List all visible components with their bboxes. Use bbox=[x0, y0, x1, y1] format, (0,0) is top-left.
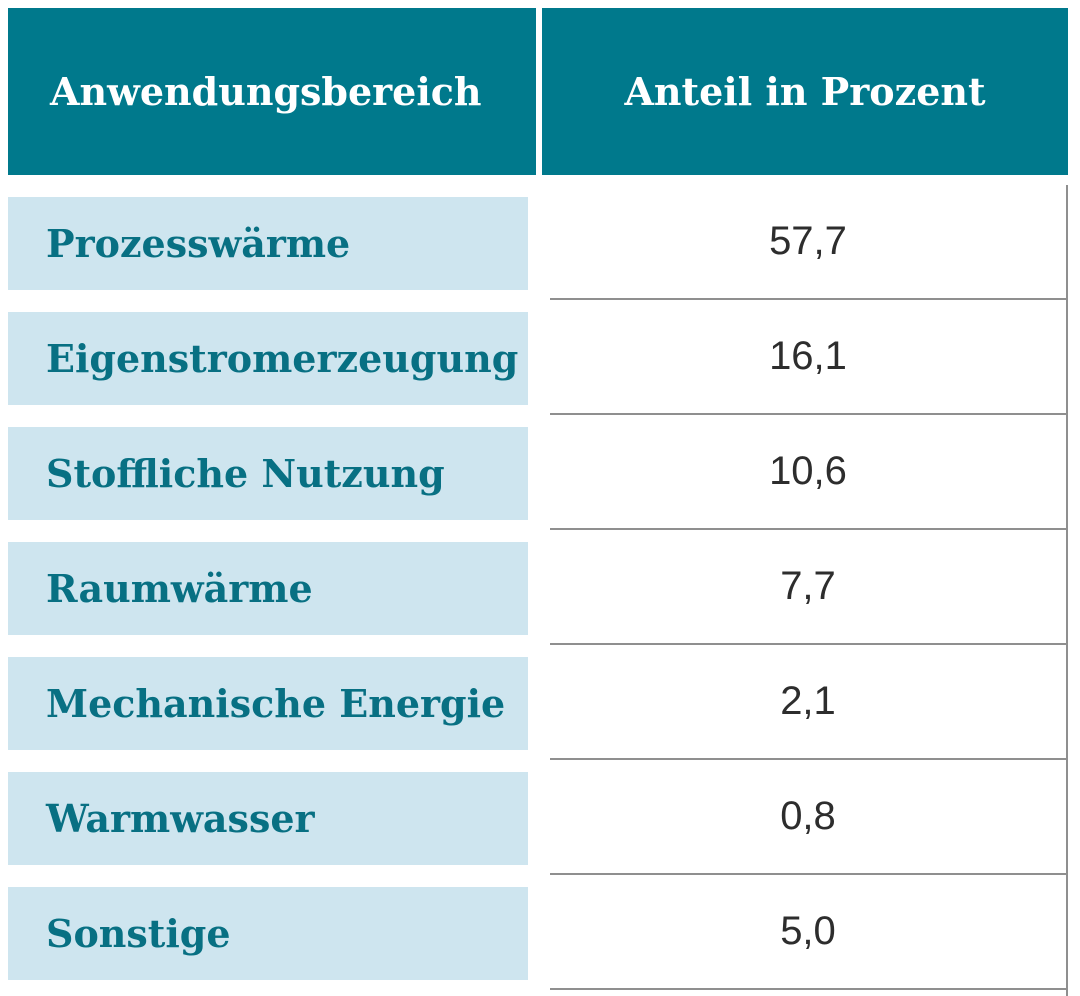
row-label-mechanische-energie: Mechanische Energie bbox=[8, 657, 528, 750]
row-label-eigenstromerzeugung: Eigenstromerzeugung bbox=[8, 312, 528, 405]
row-value-warmwasser: 0,8 bbox=[550, 760, 1066, 875]
column-header-anwendungsbereich: Anwendungsbereich bbox=[8, 8, 536, 175]
row-label-warmwasser: Warmwasser bbox=[8, 772, 528, 865]
row-value-eigenstromerzeugung: 16,1 bbox=[550, 300, 1066, 415]
row-label-prozesswaerme: Prozesswärme bbox=[8, 197, 528, 290]
row-value-prozesswaerme: 57,7 bbox=[550, 185, 1066, 300]
row-value-sonstige: 5,0 bbox=[550, 875, 1066, 990]
column-header-anteil-in-prozent: Anteil in Prozent bbox=[542, 8, 1068, 175]
category-column: Prozesswärme Eigenstromerzeugung Stoffli… bbox=[8, 197, 528, 996]
row-value-raumwaerme: 7,7 bbox=[550, 530, 1066, 645]
row-label-stoffliche-nutzung: Stoffliche Nutzung bbox=[8, 427, 528, 520]
row-label-sonstige: Sonstige bbox=[8, 887, 528, 980]
row-value-stoffliche-nutzung: 10,6 bbox=[550, 415, 1066, 530]
value-column: 57,7 16,1 10,6 7,7 2,1 0,8 5,0 bbox=[550, 185, 1068, 996]
row-value-mechanische-energie: 2,1 bbox=[550, 645, 1066, 760]
row-label-raumwaerme: Raumwärme bbox=[8, 542, 528, 635]
